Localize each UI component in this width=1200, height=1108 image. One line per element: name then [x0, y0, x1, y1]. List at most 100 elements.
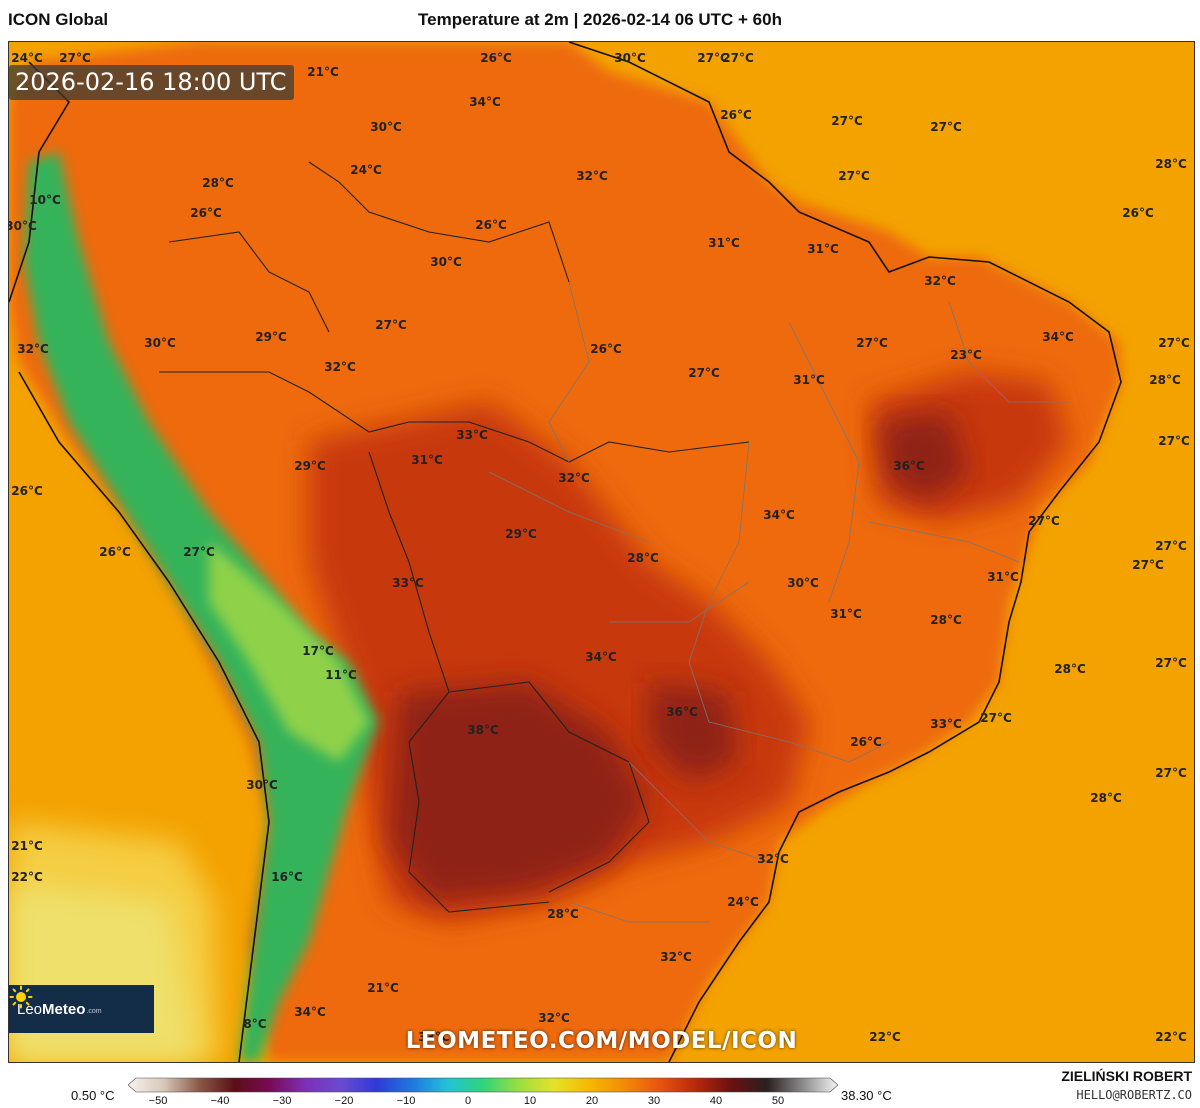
legend-tick-label: 50 — [771, 1095, 785, 1107]
temperature-label: 23°C — [950, 348, 982, 362]
sun-icon — [9, 985, 33, 1009]
temperature-label: 24°C — [350, 163, 382, 177]
state-borders — [488, 281, 1069, 923]
temperature-label: 31°C — [987, 570, 1019, 584]
temperature-label: 22°C — [869, 1030, 901, 1044]
leometeo-logo[interactable]: LeoMeteo .com — [9, 985, 154, 1033]
temperature-label: 27°C — [980, 711, 1012, 725]
temperature-label: 26°C — [190, 206, 222, 220]
temperature-label: 32°C — [924, 274, 956, 288]
temperature-label: 16°C — [271, 870, 303, 884]
temperature-label: 33°C — [418, 1030, 450, 1044]
temperature-label: 30°C — [144, 336, 176, 350]
temperature-label: 34°C — [1042, 330, 1074, 344]
color-legend: 0.50 °C −50 −40 −30 −20 −10 0 10 20 30 40 50 38.30… — [0, 1062, 1200, 1108]
temperature-label: 27°C — [1155, 539, 1187, 553]
temperature-label: 26°C — [720, 108, 752, 122]
temperature-label: 31°C — [411, 453, 443, 467]
extreme-heat-core — [389, 682, 649, 902]
temperature-label: 28°C — [202, 176, 234, 190]
temperature-label: 30°C — [430, 255, 462, 269]
temperature-label: 38°C — [467, 723, 499, 737]
temperature-label: 27°C — [838, 169, 870, 183]
legend-tick-label: 40 — [709, 1095, 723, 1107]
temperature-label: 27°C — [1158, 336, 1190, 350]
temperature-label: 33°C — [930, 717, 962, 731]
temperature-map[interactable]: 2026-02-16 18:00 UTC 24°C 27°C 21°C 26°C 30°… — [8, 41, 1195, 1063]
extreme-heat-core-northeast — [879, 412, 969, 502]
temperature-label: 22°C — [11, 870, 43, 884]
temperature-label: 21°C — [367, 981, 399, 995]
temperature-label: 36°C — [666, 705, 698, 719]
temperature-label: 27°C — [930, 120, 962, 134]
header: ICON Global Temperature at 2m | 2026-02-… — [0, 0, 1200, 40]
temperature-label: 32°C — [17, 342, 49, 356]
temperature-label: 21°C — [11, 839, 43, 853]
temperature-label: 36°C — [893, 459, 925, 473]
temperature-label: 30°C — [787, 576, 819, 590]
logo-wordmark: LeoMeteo — [17, 1001, 85, 1018]
temperature-label: 17°C — [302, 644, 334, 658]
temperature-label: 33°C — [392, 576, 424, 590]
temperature-label: 29°C — [255, 330, 287, 344]
temperature-label: 26°C — [475, 218, 507, 232]
legend-tick-label: −50 — [148, 1095, 168, 1107]
temperature-label: 31°C — [830, 607, 862, 621]
author-email[interactable]: HELLO@ROBERTZ.CO — [1076, 1088, 1192, 1102]
temperature-label: 11°C — [325, 668, 357, 682]
temperature-label: 31°C — [708, 236, 740, 250]
legend-tick-label: 20 — [585, 1095, 599, 1107]
temperature-label: 24°C — [11, 51, 43, 65]
temperature-label: 27°C — [1155, 766, 1187, 780]
extreme-heat-core-east — [649, 682, 739, 782]
temperature-label: 28°C — [1090, 791, 1122, 805]
legend-tick-label: 10 — [523, 1095, 537, 1107]
temperature-label: 32°C — [757, 852, 789, 866]
site-watermark: LEOMETEO.COM/MODEL/ICON — [405, 1028, 798, 1054]
temperature-label: 26°C — [1122, 206, 1154, 220]
temperature-label: 34°C — [763, 508, 795, 522]
temperature-label: 34°C — [469, 95, 501, 109]
temperature-label: 32°C — [324, 360, 356, 374]
temperature-label: 21°C — [307, 65, 339, 79]
legend-tick-label: 30 — [647, 1095, 661, 1107]
temperature-label: 26°C — [590, 342, 622, 356]
model-title: ICON Global — [8, 10, 109, 29]
temperature-label: 27°C — [1028, 514, 1060, 528]
temperature-label: 27°C — [831, 114, 863, 128]
temperature-label: 29°C — [294, 459, 326, 473]
temperature-label: 31°C — [807, 242, 839, 256]
map-title: Temperature at 2m | 2026-02-14 06 UTC + … — [418, 10, 782, 29]
legend-tick-label: −20 — [334, 1095, 354, 1107]
legend-tick-label: −40 — [210, 1095, 230, 1107]
temperature-label: 24°C — [727, 895, 759, 909]
legend-tick-label: −10 — [396, 1095, 416, 1107]
temperature-label: 28°C — [1155, 157, 1187, 171]
temperature-label: 28°C — [1054, 662, 1086, 676]
andes-mountains — [24, 152, 379, 1062]
temperature-label: 27°C — [697, 51, 729, 65]
legend-color-bar — [128, 1077, 838, 1093]
temperature-label: 32°C — [660, 950, 692, 964]
temperature-label: 27°C — [1158, 434, 1190, 448]
temperature-label: 27°C — [856, 336, 888, 350]
temperature-label: 27°C — [722, 51, 754, 65]
temperature-label: 28°C — [547, 907, 579, 921]
temperature-label: 29°C — [505, 527, 537, 541]
temperature-label: 26°C — [850, 735, 882, 749]
temperature-label: 27°C — [183, 545, 215, 559]
temperature-label: 28°C — [627, 551, 659, 565]
temperature-label: 30°C — [614, 51, 646, 65]
andes-highlands — [209, 542, 369, 762]
temperature-label: 33°C — [456, 428, 488, 442]
forecast-timestamp: 2026-02-16 18:00 UTC — [9, 65, 295, 100]
temperature-label: 22°C — [1155, 1030, 1187, 1044]
temperature-label: 32°C — [538, 1011, 570, 1025]
logo-suffix: .com — [86, 1008, 102, 1015]
temperature-label: 27°C — [688, 366, 720, 380]
temperature-label: 30°C — [370, 120, 402, 134]
legend-tick-label: −30 — [272, 1095, 292, 1107]
map-canvas — [9, 42, 1194, 1062]
temperature-label: 27°C — [1155, 656, 1187, 670]
temperature-label: 26°C — [11, 484, 43, 498]
